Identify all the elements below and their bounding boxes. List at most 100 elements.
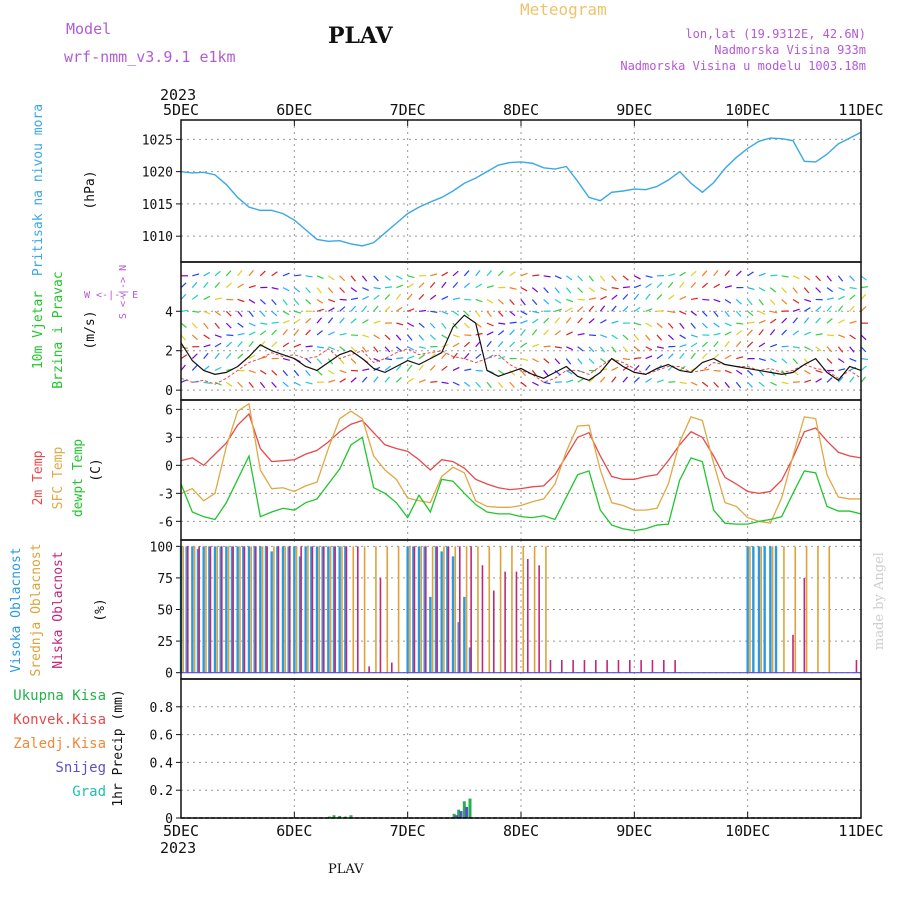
- wind-arrow: [407, 346, 415, 351]
- wind-arrow: [724, 340, 730, 348]
- wind-arrow: [497, 270, 504, 277]
- wind-arrow: [634, 284, 642, 289]
- wind-arrow: [804, 307, 811, 312]
- wind-arrow: [214, 342, 222, 348]
- wind-arrow: [362, 368, 370, 372]
- wind-arrow: [758, 299, 764, 306]
- wind-arrow: [316, 358, 323, 365]
- temp-unit-label: (C): [89, 458, 104, 481]
- wind-arrow: [384, 376, 390, 383]
- wind-arrow: [373, 275, 379, 282]
- ytick-label: 1015: [142, 198, 173, 213]
- wind-arrow: [543, 345, 551, 348]
- wind-arrow: [713, 322, 720, 328]
- ytick-label: 0: [165, 667, 173, 682]
- wind-arrow: [509, 310, 516, 317]
- xtick-label-top: 11DEC: [838, 101, 883, 119]
- wind-arrow: [282, 342, 290, 348]
- dewpt-axis-label: dewpt Temp: [71, 439, 86, 517]
- wind-arrow: [520, 287, 528, 292]
- wind-arrow: [554, 369, 561, 376]
- wind-arrow: [826, 358, 833, 364]
- wind-arrow: [373, 320, 381, 324]
- wind-arrow: [634, 322, 642, 326]
- compass-we: W <-|-> E: [84, 290, 138, 301]
- wind-arrow: [475, 310, 481, 318]
- wind-arrow: [724, 354, 732, 360]
- wind-arrow: [316, 275, 324, 280]
- wind-arrow: [781, 370, 787, 377]
- wind-arrow: [849, 287, 857, 290]
- wind-arrow: [815, 369, 823, 374]
- wind-arrow: [736, 322, 744, 325]
- wind-arrow: [384, 286, 393, 289]
- wind-arrow: [248, 331, 256, 336]
- wind-arrow: [577, 378, 584, 383]
- precip-legend-entry: Ukupna Kisa: [13, 688, 106, 704]
- wind-arrow: [690, 381, 698, 386]
- precip-legend-entry: Grad: [72, 784, 106, 800]
- wind-arrow: [486, 310, 492, 318]
- wind-arrow: [203, 352, 209, 359]
- wind-arrow: [781, 381, 789, 385]
- wind-arrow: [656, 310, 665, 312]
- wind-arrow: [441, 310, 449, 315]
- wind-arrow: [237, 269, 243, 277]
- wind-arrow: [350, 305, 357, 312]
- wind-arrow: [418, 346, 426, 349]
- wind-arrow: [486, 298, 494, 304]
- wind-arrow: [792, 330, 799, 336]
- wind-arrow: [407, 355, 415, 360]
- wind-arrow: [622, 293, 629, 300]
- wind-arrow: [690, 297, 698, 301]
- wind-arrow: [225, 310, 232, 317]
- wind-arrow: [328, 298, 336, 303]
- wind-arrow: [226, 334, 234, 337]
- wind-arrow: [214, 310, 222, 316]
- wind-arrow: [237, 298, 245, 303]
- wind-arrow: [452, 281, 459, 289]
- wind-arrow: [554, 275, 562, 280]
- wind-arrow: [430, 273, 438, 277]
- wind-arrow: [339, 298, 347, 301]
- ytick-label: 0.8: [150, 701, 173, 716]
- wind-arrow: [735, 341, 742, 348]
- wind-arrow: [452, 366, 460, 371]
- wind-arrow: [384, 275, 391, 281]
- wind-arrow: [679, 310, 687, 315]
- wind-arrow: [316, 308, 324, 312]
- wind-arrow: [554, 330, 561, 336]
- wind-arrow: [679, 271, 687, 277]
- wind-arrow: [815, 346, 822, 352]
- wind-arrow: [203, 295, 211, 300]
- wind-arrow: [463, 270, 470, 277]
- wind-arrow: [498, 356, 506, 360]
- wind-arrow: [452, 270, 459, 277]
- xtick-label-top: 7DEC: [390, 101, 426, 119]
- wind-arrow: [271, 287, 279, 290]
- wind-arrow: [633, 334, 640, 341]
- wind-arrow: [758, 329, 764, 336]
- wind-arrow: [577, 317, 583, 324]
- wind-arrow: [577, 346, 584, 352]
- wind-arrow: [679, 322, 685, 329]
- wind-arrow: [815, 317, 821, 324]
- wind-arrow: [441, 365, 448, 371]
- wind-arrow: [260, 322, 268, 325]
- wind-arrow: [770, 274, 778, 277]
- wind-arrow: [237, 310, 243, 318]
- wind-arrow: [237, 353, 244, 360]
- wind-arrow: [837, 376, 844, 383]
- wind-arrow: [271, 341, 278, 348]
- wind-arrow: [656, 282, 663, 289]
- wind-arrow: [679, 352, 685, 359]
- wind-arrow: [577, 275, 584, 282]
- wind-arrow: [509, 287, 517, 290]
- wind-arrow: [350, 287, 357, 293]
- wind-arrow: [838, 334, 846, 338]
- wind-arrow: [747, 369, 754, 376]
- wind-arrow: [645, 377, 652, 383]
- wind-arrow: [429, 281, 436, 289]
- wind-arrow: [339, 369, 347, 374]
- wind-arrow: [305, 345, 313, 348]
